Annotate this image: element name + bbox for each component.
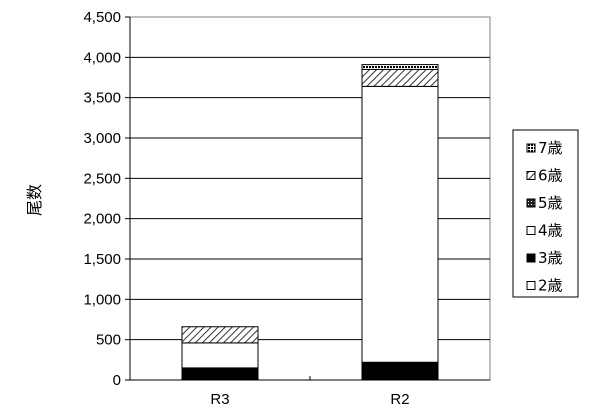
y-tick-label: 500 — [96, 332, 121, 349]
y-tick-label: 3,500 — [83, 90, 121, 107]
bars — [181, 64, 439, 381]
legend-swatch — [526, 143, 536, 153]
bar-segment-R2-7歳 — [361, 64, 439, 70]
legend-swatch — [526, 226, 536, 235]
bar-segment-R2-4歳 — [361, 85, 439, 363]
y-axis: 0 500 1,000 1,500 2,000 2,500 3,000 3,500 4,000 4… — [83, 9, 131, 389]
y-tick-label: 1,000 — [83, 291, 121, 308]
y-tick-label: 0 — [113, 372, 121, 389]
x-tick-label: R3 — [210, 391, 229, 408]
x-axis: R3 R2 — [130, 376, 490, 408]
bar-segment-R3-6歳 — [181, 326, 259, 344]
legend: 7歳 6歳 5歳 4歳 3歳 2歳 — [512, 129, 579, 298]
y-tick-label: 1,500 — [83, 251, 121, 268]
legend-label: 5歳 — [538, 194, 563, 212]
bar-segment-R3-4歳 — [181, 342, 259, 369]
bar-segment-R3-3歳 — [181, 367, 259, 381]
y-tick-label: 4,500 — [83, 9, 121, 26]
legend-label: 7歳 — [538, 139, 563, 157]
legend-swatch — [526, 253, 536, 263]
y-tick-label: 3,000 — [83, 130, 121, 147]
legend-swatch — [526, 281, 536, 290]
y-tick-label: 4,000 — [83, 49, 121, 66]
legend-label: 3歳 — [538, 249, 563, 267]
legend-label: 2歳 — [538, 277, 563, 295]
legend-swatch — [526, 171, 536, 180]
y-tick-label: 2,000 — [83, 211, 121, 228]
legend-frame — [512, 129, 579, 298]
y-axis-title: 尾数 — [25, 184, 44, 216]
bar-segment-R2-6歳 — [361, 68, 439, 87]
bar-segment-R2-3歳 — [361, 361, 439, 381]
legend-swatch — [526, 198, 536, 208]
legend-label: 4歳 — [538, 222, 563, 240]
y-tick-label: 2,500 — [83, 170, 121, 187]
legend-label: 6歳 — [538, 167, 563, 185]
x-tick-label: R2 — [390, 391, 409, 408]
